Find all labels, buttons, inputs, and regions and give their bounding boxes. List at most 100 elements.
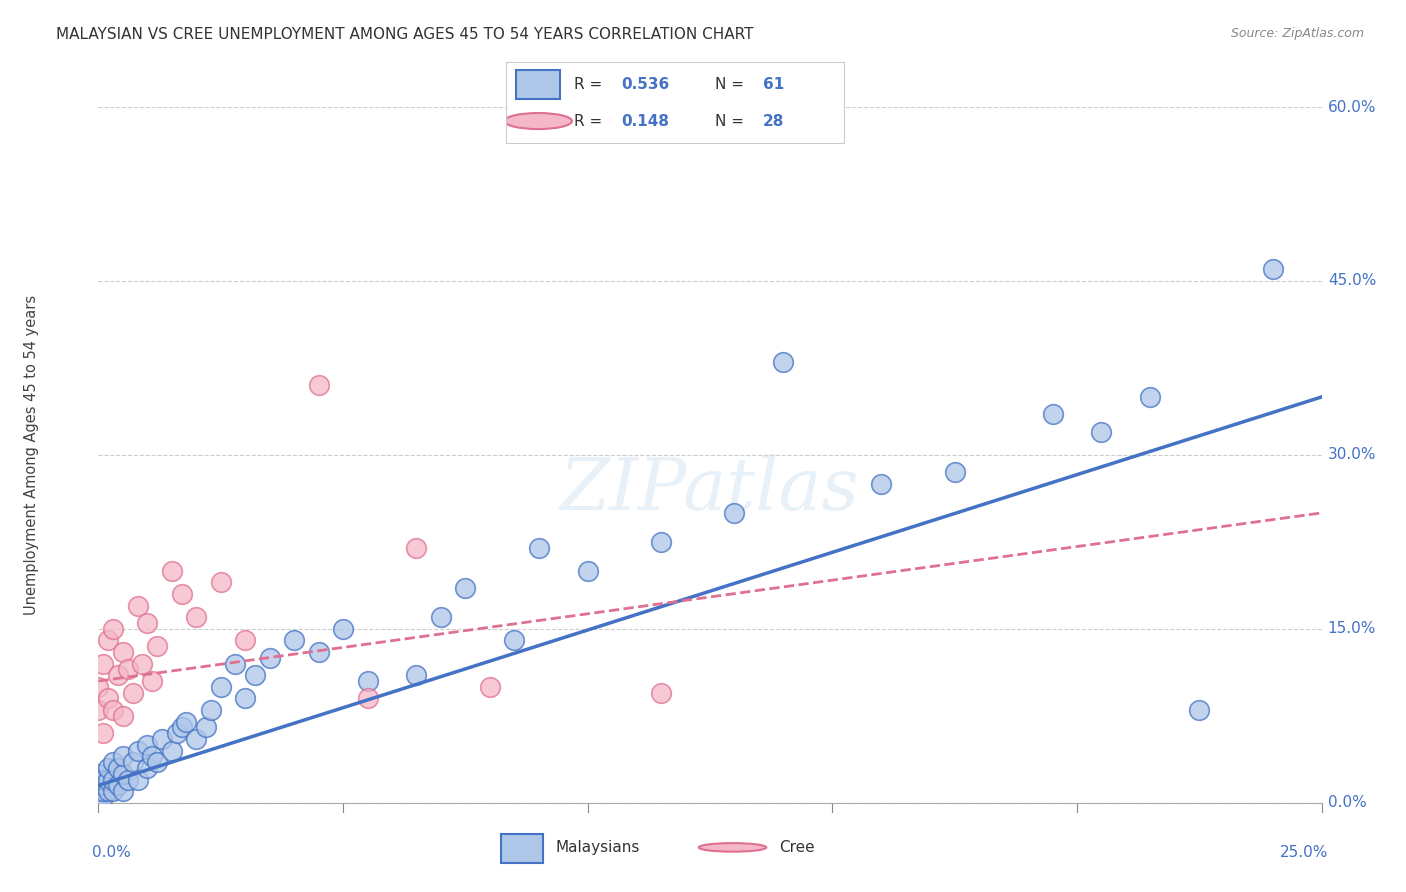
Point bbox=[405, 541, 427, 555]
Point bbox=[121, 755, 143, 769]
Text: MALAYSIAN VS CREE UNEMPLOYMENT AMONG AGES 45 TO 54 YEARS CORRELATION CHART: MALAYSIAN VS CREE UNEMPLOYMENT AMONG AGE… bbox=[56, 27, 754, 42]
Point bbox=[87, 778, 110, 793]
FancyBboxPatch shape bbox=[516, 70, 560, 99]
Text: 61: 61 bbox=[762, 77, 785, 92]
Point bbox=[107, 778, 129, 793]
Point bbox=[136, 738, 159, 752]
Point bbox=[101, 755, 124, 769]
Text: 30.0%: 30.0% bbox=[1327, 448, 1376, 462]
Point bbox=[111, 766, 134, 781]
Point bbox=[87, 790, 110, 805]
Point bbox=[146, 639, 169, 653]
Point bbox=[150, 731, 173, 746]
Point bbox=[209, 575, 232, 590]
Point bbox=[146, 755, 169, 769]
Point bbox=[91, 778, 114, 793]
Point bbox=[224, 657, 246, 671]
Point bbox=[91, 726, 114, 740]
Point bbox=[772, 355, 794, 369]
Point bbox=[308, 378, 330, 392]
Point bbox=[107, 761, 129, 775]
Point bbox=[430, 610, 453, 624]
Point bbox=[195, 721, 218, 735]
Point bbox=[200, 703, 222, 717]
Point bbox=[454, 582, 477, 596]
Point bbox=[478, 680, 501, 694]
Point bbox=[209, 680, 232, 694]
Text: 0.0%: 0.0% bbox=[93, 845, 131, 860]
Text: 15.0%: 15.0% bbox=[1327, 622, 1376, 636]
Point bbox=[101, 772, 124, 787]
Point bbox=[87, 784, 110, 798]
Point bbox=[131, 657, 153, 671]
Point bbox=[111, 645, 134, 659]
Point bbox=[332, 622, 354, 636]
Point bbox=[243, 668, 266, 682]
Point bbox=[356, 691, 378, 706]
Point bbox=[101, 703, 124, 717]
Point bbox=[136, 761, 159, 775]
Point bbox=[170, 587, 193, 601]
Point bbox=[101, 784, 124, 798]
Point bbox=[283, 633, 305, 648]
Point bbox=[117, 772, 139, 787]
FancyBboxPatch shape bbox=[501, 834, 543, 863]
Text: Malaysians: Malaysians bbox=[555, 840, 640, 855]
Circle shape bbox=[699, 843, 766, 852]
Point bbox=[259, 651, 281, 665]
Point bbox=[405, 668, 427, 682]
Point bbox=[943, 466, 966, 480]
Point bbox=[170, 721, 193, 735]
Text: Source: ZipAtlas.com: Source: ZipAtlas.com bbox=[1230, 27, 1364, 40]
Point bbox=[127, 599, 149, 613]
Point bbox=[576, 564, 599, 578]
Point bbox=[117, 662, 139, 676]
Text: 45.0%: 45.0% bbox=[1327, 274, 1376, 288]
Point bbox=[1188, 703, 1211, 717]
Point bbox=[87, 766, 110, 781]
Point bbox=[127, 744, 149, 758]
Point bbox=[97, 633, 120, 648]
Point bbox=[650, 685, 672, 699]
Text: N =: N = bbox=[716, 113, 749, 128]
Point bbox=[160, 564, 183, 578]
Point bbox=[1261, 262, 1284, 277]
Point bbox=[87, 680, 110, 694]
Point bbox=[1090, 425, 1112, 439]
Point bbox=[87, 772, 110, 787]
Text: R =: R = bbox=[574, 77, 607, 92]
Point bbox=[111, 749, 134, 764]
Point bbox=[87, 703, 110, 717]
Point bbox=[1139, 390, 1161, 404]
Point bbox=[233, 633, 256, 648]
Point bbox=[1042, 407, 1064, 422]
Point bbox=[97, 761, 120, 775]
Text: Unemployment Among Ages 45 to 54 years: Unemployment Among Ages 45 to 54 years bbox=[24, 295, 38, 615]
Text: N =: N = bbox=[716, 77, 749, 92]
Point bbox=[107, 668, 129, 682]
Text: 28: 28 bbox=[762, 113, 785, 128]
Point bbox=[91, 784, 114, 798]
Point bbox=[91, 790, 114, 805]
Text: 0.0%: 0.0% bbox=[1327, 796, 1367, 810]
Point bbox=[356, 674, 378, 689]
Point bbox=[111, 784, 134, 798]
Point bbox=[141, 749, 163, 764]
Point bbox=[160, 744, 183, 758]
Point bbox=[121, 685, 143, 699]
Text: Cree: Cree bbox=[779, 840, 814, 855]
Point bbox=[136, 615, 159, 630]
Point bbox=[308, 645, 330, 659]
Point bbox=[176, 714, 198, 729]
Point bbox=[166, 726, 188, 740]
Point bbox=[233, 691, 256, 706]
Point bbox=[186, 610, 208, 624]
Point bbox=[91, 657, 114, 671]
Point bbox=[503, 633, 526, 648]
Point bbox=[97, 784, 120, 798]
Point bbox=[870, 476, 893, 491]
Point bbox=[111, 708, 134, 723]
Point bbox=[141, 674, 163, 689]
Text: 25.0%: 25.0% bbox=[1279, 845, 1327, 860]
Text: R =: R = bbox=[574, 113, 607, 128]
